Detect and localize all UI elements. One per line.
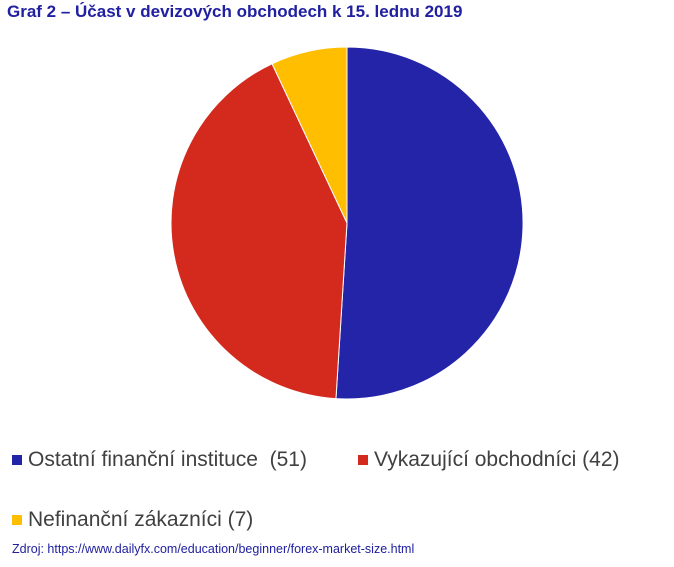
legend-swatch-nefinancni [12, 515, 22, 525]
legend-item-ostatni: Ostatní finanční instituce (51) [12, 448, 307, 472]
legend-item-nefinancni: Nefinanční zákazníci (7) [12, 508, 253, 532]
pie-slice-2 [271, 46, 348, 224]
chart-title: Graf 2 – Účast v devizových obchodech k … [7, 2, 463, 21]
pie-slice-1 [170, 63, 348, 400]
legend-swatch-ostatni [12, 455, 22, 465]
legend-swatch-vykazujici [358, 455, 368, 465]
legend-label-ostatni: Ostatní finanční instituce (51) [28, 448, 307, 471]
legend-label-vykazujici: Vykazující obchodníci (42) [374, 448, 620, 471]
legend-label-nefinancni: Nefinanční zákazníci (7) [28, 508, 254, 531]
pie-slice-0 [335, 46, 524, 400]
source-note: Zdroj: https://www.dailyfx.com/education… [12, 542, 415, 556]
legend-item-vykazujici: Vykazující obchodníci (42) [358, 448, 620, 472]
